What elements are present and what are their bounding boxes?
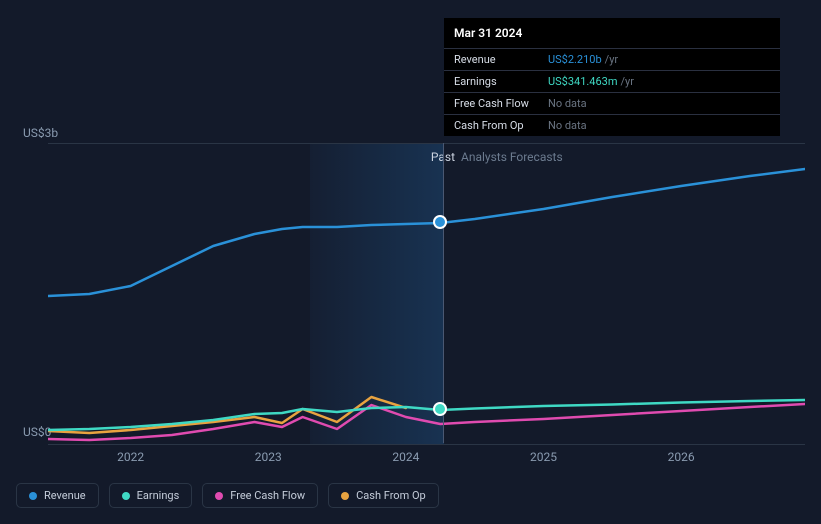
legend-item-free-cash-flow[interactable]: Free Cash Flow — [202, 483, 318, 508]
x-axis-tick: 2025 — [530, 450, 557, 464]
legend-item-earnings[interactable]: Earnings — [109, 483, 193, 508]
x-axis-tick: 2022 — [117, 450, 144, 464]
legend-dot-icon — [29, 492, 37, 500]
series-line-revenue — [48, 169, 805, 296]
tooltip-row: EarningsUS$341.463m/yr — [444, 70, 780, 92]
tooltip-row-value: US$341.463m — [548, 75, 618, 88]
legend-label: Revenue — [44, 489, 86, 502]
legend-item-cash-from-op[interactable]: Cash From Op — [328, 483, 439, 508]
chart-legend: Revenue Earnings Free Cash Flow Cash From O… — [16, 483, 439, 508]
legend-label: Earnings — [137, 489, 180, 502]
legend-item-revenue[interactable]: Revenue — [16, 483, 99, 508]
cursor-marker — [433, 215, 447, 229]
legend-dot-icon — [122, 492, 130, 500]
legend-label: Free Cash Flow — [230, 489, 305, 502]
x-axis-tick: 2024 — [392, 450, 419, 464]
series-line-earnings — [48, 400, 805, 430]
tooltip-row: Free Cash FlowNo data — [444, 92, 780, 114]
tooltip-row: Cash From OpNo data — [444, 114, 780, 136]
tooltip-row-suffix: /yr — [621, 75, 634, 88]
tooltip-title: Mar 31 2024 — [444, 18, 780, 48]
legend-dot-icon — [341, 492, 349, 500]
cursor-line — [443, 143, 444, 443]
y-axis-label-top: US$3b — [23, 126, 58, 140]
data-tooltip: Mar 31 2024 RevenueUS$2.210b/yrEarningsU… — [444, 18, 780, 136]
forecasts-label: Analysts Forecasts — [461, 150, 563, 164]
tooltip-row-label: Free Cash Flow — [454, 97, 548, 110]
tooltip-row-suffix: /yr — [605, 53, 618, 66]
tooltip-row: RevenueUS$2.210b/yr — [444, 48, 780, 70]
cursor-marker — [433, 402, 447, 416]
x-axis-tick: 2023 — [255, 450, 282, 464]
financials-chart: US$3b US$0 Past Analysts Forecasts 20222… — [0, 0, 821, 524]
chart-plot-area[interactable] — [48, 143, 805, 445]
legend-dot-icon — [215, 492, 223, 500]
chart-svg — [48, 144, 805, 444]
tooltip-row-value: No data — [548, 119, 587, 132]
legend-label: Cash From Op — [356, 489, 426, 502]
tooltip-row-label: Cash From Op — [454, 119, 548, 132]
tooltip-row-value: No data — [548, 97, 587, 110]
tooltip-row-value: US$2.210b — [548, 53, 602, 66]
tooltip-row-label: Earnings — [454, 75, 548, 88]
tooltip-row-label: Revenue — [454, 53, 548, 66]
x-axis-tick: 2026 — [668, 450, 695, 464]
